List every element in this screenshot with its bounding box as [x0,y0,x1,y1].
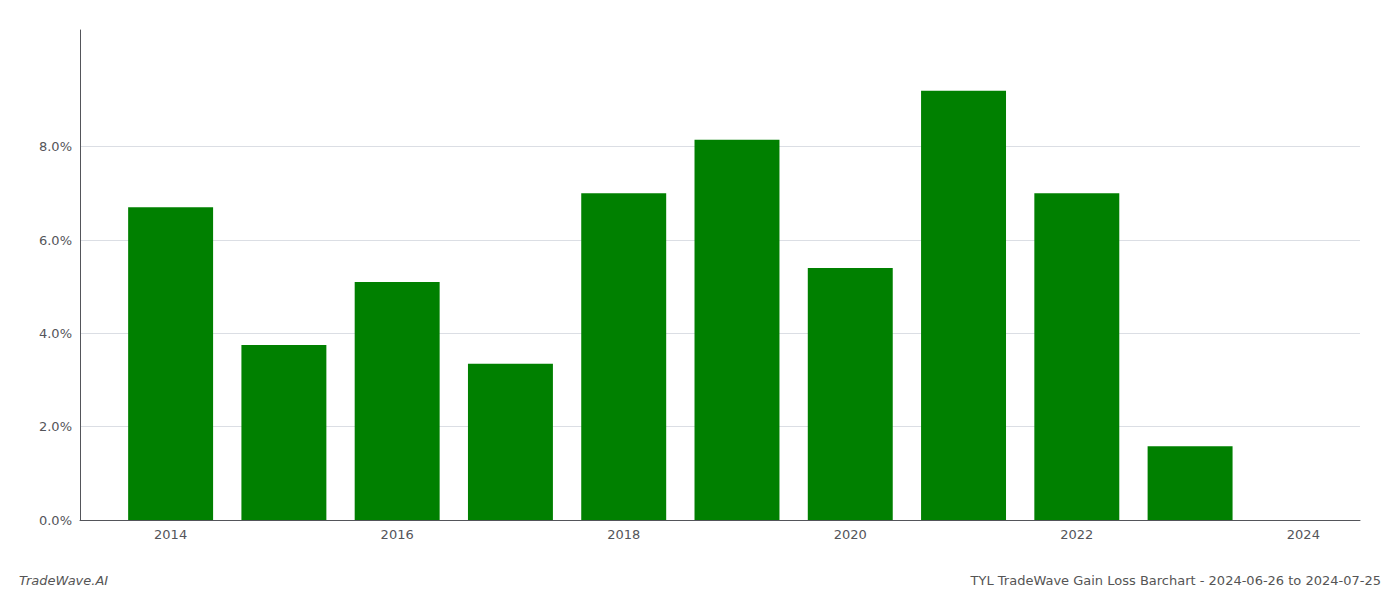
svg-text:2020: 2020 [834,527,867,542]
svg-text:TradeWave.AI: TradeWave.AI [19,573,108,588]
svg-text:2014: 2014 [154,527,187,542]
svg-text:4.0%: 4.0% [39,326,72,341]
svg-text:6.0%: 6.0% [39,233,72,248]
svg-text:0.0%: 0.0% [39,513,72,528]
svg-text:2024: 2024 [1287,527,1320,542]
svg-text:2.0%: 2.0% [39,419,72,434]
svg-text:TYL TradeWave Gain Loss Barcha: TYL TradeWave Gain Loss Barchart - 2024-… [970,573,1381,588]
svg-text:2016: 2016 [381,527,414,542]
svg-text:8.0%: 8.0% [39,139,72,154]
svg-text:2022: 2022 [1060,527,1093,542]
svg-text:2018: 2018 [607,527,640,542]
